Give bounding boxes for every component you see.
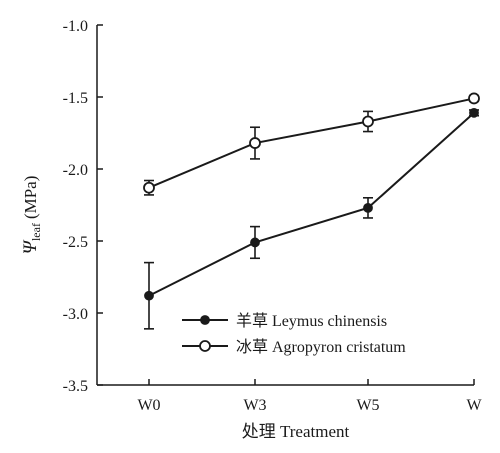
data-point (249, 137, 261, 149)
legend-item: 羊草 Leymus chinensis (182, 312, 387, 330)
x-tick-label: W3 (243, 397, 266, 414)
x-tick-label: W (466, 397, 482, 414)
series-line (148, 97, 475, 189)
data-point (250, 237, 260, 248)
series-line (148, 112, 475, 297)
legend-label: 羊草 Leymus chinensis (236, 312, 387, 330)
y-axis-unit: (MPa) (21, 176, 40, 219)
y-tick-label: -2.5 (63, 234, 88, 251)
y-tick-label: -1.5 (63, 90, 88, 107)
legend-marker (199, 340, 211, 352)
legend-label: 冰草 Agropyron cristatum (236, 338, 406, 356)
y-tick-label: -3.0 (63, 306, 88, 323)
data-point (143, 181, 155, 194)
data-point (469, 107, 479, 118)
data-point (144, 290, 154, 301)
series-1 (144, 107, 479, 330)
y-axis-subscript: leaf (29, 223, 43, 241)
data-point (362, 115, 374, 128)
legend-marker (200, 315, 210, 325)
y-axis-symbol: Ψ (20, 239, 41, 254)
y-axis-ticks: -1.0 -1.5 -2.0 -2.5 -3.0 -3.5 (63, 18, 103, 395)
data-point (468, 92, 480, 105)
legend: 羊草 Leymus chinensis 冰草 Agropyron cristatu… (182, 312, 406, 356)
x-axis-title: 处理 Treatment (242, 422, 350, 441)
x-axis-ticks: W0 W3 W5 W (137, 379, 482, 414)
y-tick-label: -1.0 (63, 18, 88, 35)
x-tick-label: W5 (356, 397, 379, 414)
y-axis-title: Ψleaf (MPa) (20, 176, 43, 255)
series-2 (143, 92, 480, 196)
x-tick-label: W0 (137, 397, 160, 414)
plot-frame (96, 25, 474, 386)
data-point (363, 202, 373, 213)
y-tick-label: -3.5 (63, 378, 88, 395)
legend-item: 冰草 Agropyron cristatum (182, 338, 406, 356)
series-layer (143, 92, 480, 330)
y-tick-label: -2.0 (63, 162, 88, 179)
